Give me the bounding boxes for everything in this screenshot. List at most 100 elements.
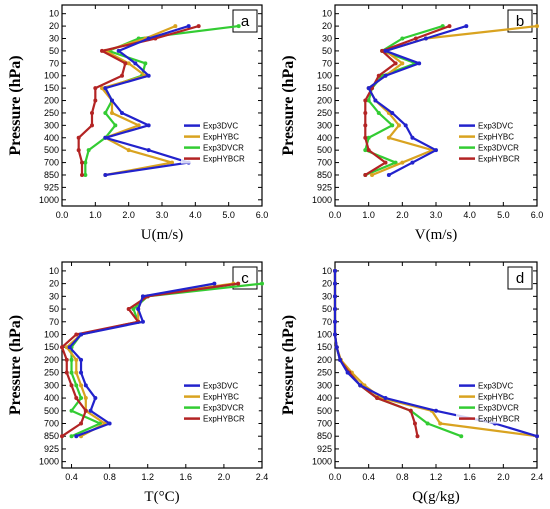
data-point-ExpHYBCR xyxy=(408,408,413,413)
data-point-Exp3DVC xyxy=(120,110,124,115)
data-point-ExpHYBCR xyxy=(100,48,104,53)
y-axis-label: Pressure (hPa) xyxy=(7,55,24,155)
plot-frame xyxy=(334,261,538,469)
data-point-Exp3DVC xyxy=(93,396,98,401)
data-point-Exp3DVC xyxy=(146,123,151,128)
y-tick-label: 400 xyxy=(44,133,59,143)
data-point-Exp3DVCR xyxy=(83,160,88,165)
legend-entry: Exp3DVC xyxy=(478,382,513,391)
y-axis-label: Pressure (hPa) xyxy=(280,315,297,415)
panel-b: 10 20 30 50 70 100 150 200 250 300 400 500 700 850 925… xyxy=(280,4,544,243)
data-point-ExpHYBCR xyxy=(412,421,417,426)
y-tick-label: 70 xyxy=(49,58,59,68)
data-point-ExpHYBC xyxy=(535,24,539,29)
y-axis-label: Pressure (hPa) xyxy=(7,315,24,415)
x-tick-label: 2.4 xyxy=(531,472,544,482)
x-tick-label: 2.0 xyxy=(497,472,510,482)
data-point-Exp3DVC xyxy=(403,123,408,128)
x-tick-label: 0.0 xyxy=(329,210,342,220)
y-tick-label: 200 xyxy=(317,355,332,365)
data-point-Exp3DVCR xyxy=(113,123,118,128)
legend-entry: ExpHYBCR xyxy=(203,155,245,164)
plot-frame xyxy=(61,261,263,469)
y-tick-label: 850 xyxy=(44,170,59,180)
data-point-Exp3DVC xyxy=(333,294,337,299)
y-tick-label: 850 xyxy=(317,170,332,180)
data-point-Exp3DVC xyxy=(333,268,337,273)
series-line-ExpHYBCR xyxy=(333,270,419,437)
y-tick-label: 100 xyxy=(317,329,332,339)
y-tick-label: 20 xyxy=(49,21,59,31)
data-point-Exp3DVCR xyxy=(393,160,398,165)
data-point-Exp3DVC xyxy=(366,86,371,91)
y-tick-label: 30 xyxy=(322,291,332,301)
y-tick-label: 30 xyxy=(49,291,59,301)
y-tick-label: 500 xyxy=(44,145,59,155)
data-point-Exp3DVCR xyxy=(425,421,430,426)
legend-entry: Exp3DVCR xyxy=(478,404,519,413)
x-axis-label: T(°C) xyxy=(144,489,179,505)
x-tick-label: 0.4 xyxy=(65,472,78,482)
data-point-Exp3DVC xyxy=(140,294,145,299)
y-tick-label: 200 xyxy=(317,96,332,106)
x-tick-label: 3.0 xyxy=(430,210,443,220)
x-tick-label: 6.0 xyxy=(256,210,269,220)
y-tick-label: 50 xyxy=(49,304,59,314)
data-point-Exp3DVCR xyxy=(74,383,79,388)
data-point-ExpHYBCR xyxy=(64,370,69,375)
y-tick-label: 50 xyxy=(49,46,59,56)
data-point-ExpHYBC xyxy=(438,421,443,426)
data-point-Exp3DVCR xyxy=(131,307,136,312)
x-tick-label: 1.6 xyxy=(463,472,476,482)
y-tick-label: 1000 xyxy=(39,195,59,205)
data-point-ExpHYBCR xyxy=(383,160,388,165)
y-tick-label: 250 xyxy=(44,108,59,118)
data-point-ExpHYBC xyxy=(74,370,79,375)
data-point-Exp3DVC xyxy=(423,36,428,41)
legend-entry: ExpHYBC xyxy=(478,133,514,142)
x-tick-label: 4.0 xyxy=(189,210,202,220)
data-point-Exp3DVC xyxy=(338,357,343,362)
data-point-ExpHYBCR xyxy=(76,148,81,153)
data-point-ExpHYBCR xyxy=(366,148,371,153)
data-point-Exp3DVC xyxy=(103,172,108,177)
data-point-Exp3DVC xyxy=(136,307,141,312)
y-tick-label: 200 xyxy=(44,96,59,106)
y-tick-label: 200 xyxy=(44,355,59,365)
x-tick-label: 1.6 xyxy=(180,472,193,482)
data-point-Exp3DVC xyxy=(333,281,337,286)
data-point-ExpHYBCR xyxy=(120,73,124,78)
y-tick-label: 100 xyxy=(317,71,332,81)
x-axis-label: U(m/s) xyxy=(141,227,184,243)
data-point-Exp3DVC xyxy=(383,48,388,53)
legend-entry: ExpHYBCR xyxy=(478,415,520,424)
x-axis-label: Q(g/kg) xyxy=(412,489,460,505)
y-tick-label: 30 xyxy=(49,34,59,44)
data-point-Exp3DVC xyxy=(390,110,395,115)
data-point-ExpHYBCR xyxy=(60,345,64,350)
data-point-ExpHYBC xyxy=(386,135,391,140)
x-tick-label: 0.0 xyxy=(329,472,342,482)
data-point-ExpHYBCR xyxy=(375,396,380,401)
data-point-Exp3DVC xyxy=(383,396,388,401)
data-point-ExpHYBC xyxy=(370,172,375,177)
data-point-ExpHYBCR xyxy=(380,48,385,53)
data-point-ExpHYBCR xyxy=(415,434,420,439)
y-tick-label: 1000 xyxy=(312,195,332,205)
data-point-ExpHYBCR xyxy=(196,24,201,29)
data-point-Exp3DVC xyxy=(434,148,438,153)
x-tick-label: 6.0 xyxy=(531,210,544,220)
data-point-ExpHYBCR xyxy=(60,434,64,439)
panel-label-box xyxy=(507,266,533,290)
data-point-ExpHYBCR xyxy=(83,408,88,413)
data-point-ExpHYBCR xyxy=(64,357,69,362)
y-tick-label: 300 xyxy=(317,380,332,390)
y-tick-label: 150 xyxy=(44,342,59,352)
data-point-Exp3DVCR xyxy=(459,434,464,439)
panel-label: b xyxy=(516,13,524,30)
data-point-Exp3DVC xyxy=(333,307,337,312)
data-point-Exp3DVC xyxy=(140,319,145,324)
data-point-Exp3DVC xyxy=(212,281,217,286)
data-point-Exp3DVC xyxy=(434,408,438,413)
data-point-Exp3DVC xyxy=(386,172,391,177)
